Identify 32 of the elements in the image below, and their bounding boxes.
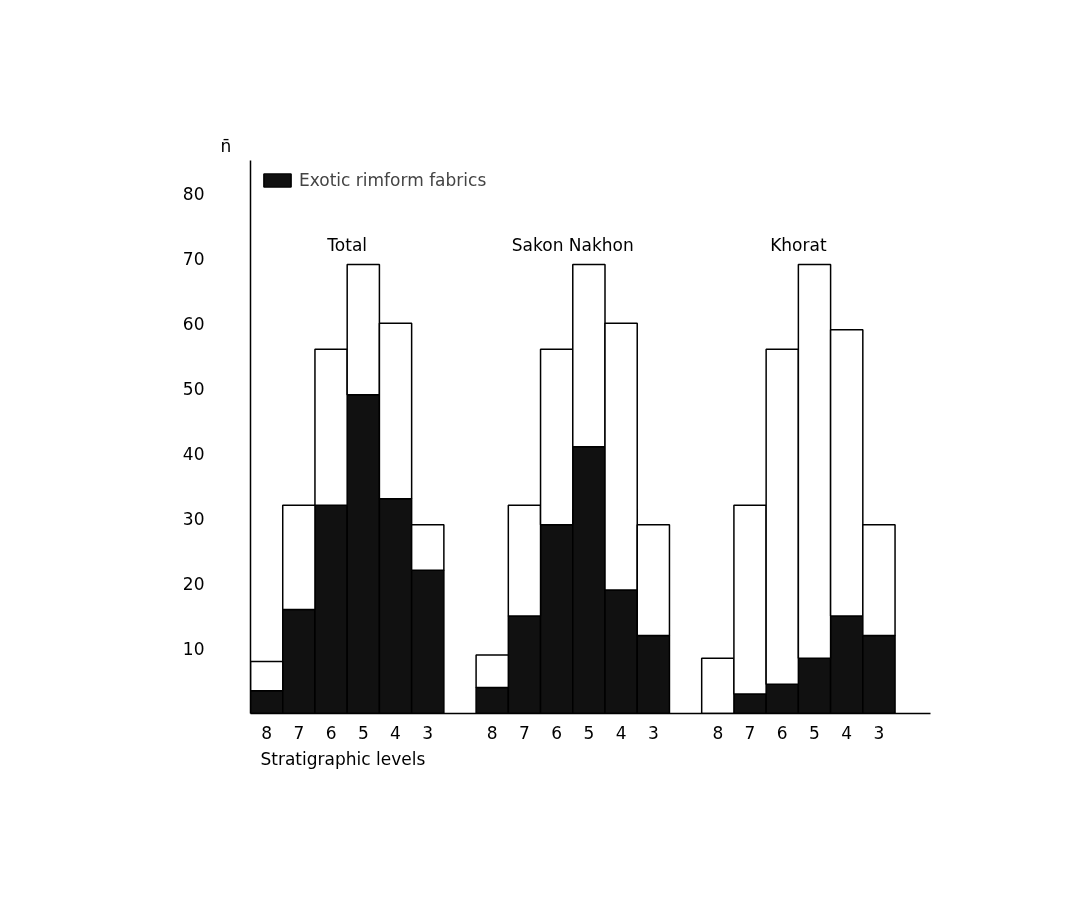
x-axis-title: Stratigraphic levels bbox=[260, 748, 426, 769]
x-tick-label: 7 bbox=[519, 722, 530, 743]
x-tick-label: 6 bbox=[776, 722, 788, 743]
x-tick-label: 3 bbox=[873, 722, 885, 743]
y-tick-label: 40 bbox=[182, 443, 205, 464]
x-tick-label: 7 bbox=[744, 722, 756, 743]
x-tick-label: 4 bbox=[615, 722, 627, 743]
x-tick-label: 5 bbox=[809, 722, 820, 743]
legend-label: Exotic rimform fabrics bbox=[299, 170, 487, 190]
x-tick-label: 8 bbox=[261, 722, 273, 743]
y-tick-label: 50 bbox=[182, 378, 205, 399]
y-tick-label: 30 bbox=[182, 508, 205, 529]
annotation: Khorat bbox=[770, 234, 827, 255]
y-tick-label: 70 bbox=[182, 248, 205, 269]
y-tick-label: 20 bbox=[182, 573, 205, 594]
x-tick-label: 4 bbox=[390, 722, 401, 743]
y-tick-label: 10 bbox=[182, 638, 205, 659]
x-tick-label: 4 bbox=[841, 722, 853, 743]
x-tick-label: 8 bbox=[486, 722, 498, 743]
annotation: Total bbox=[326, 234, 368, 255]
y-tick-label: 60 bbox=[182, 313, 205, 334]
x-tick-label: 6 bbox=[551, 722, 563, 743]
x-tick-label: 8 bbox=[712, 722, 724, 743]
y-tick-label: 80 bbox=[182, 183, 205, 204]
x-tick-label: 7 bbox=[293, 722, 305, 743]
annotation: Sakon Nakhon bbox=[511, 234, 634, 255]
x-tick-label: 6 bbox=[325, 722, 337, 743]
x-tick-label: 3 bbox=[422, 722, 434, 743]
x-tick-label: 5 bbox=[357, 722, 369, 743]
x-tick-label: 5 bbox=[583, 722, 595, 743]
y-axis-title: n̄ bbox=[220, 135, 232, 156]
x-tick-label: 3 bbox=[647, 722, 659, 743]
